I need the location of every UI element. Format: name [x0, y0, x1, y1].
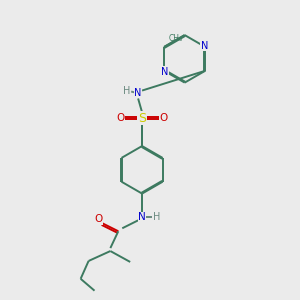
Text: H: H [122, 85, 130, 96]
Text: O: O [94, 214, 103, 224]
Text: N: N [138, 212, 146, 222]
Text: N: N [201, 41, 208, 51]
Text: O: O [116, 113, 124, 123]
Text: N: N [134, 88, 142, 98]
Text: S: S [138, 112, 146, 125]
Text: N: N [161, 67, 169, 77]
Text: H: H [153, 212, 161, 222]
Text: CH₃: CH₃ [169, 34, 183, 43]
Text: O: O [160, 113, 168, 123]
